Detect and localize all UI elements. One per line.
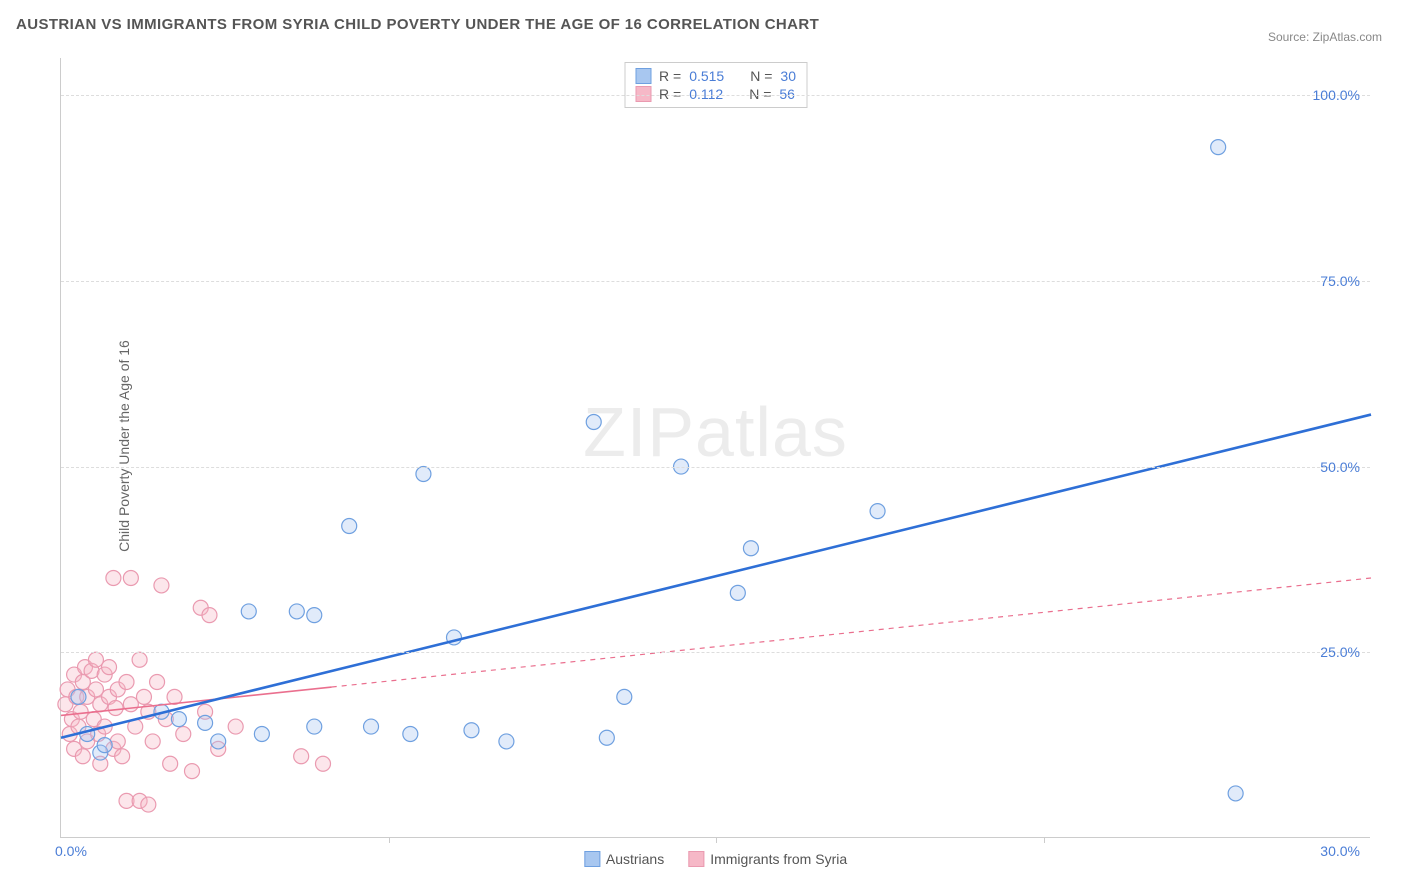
x-tick-mark <box>1044 837 1045 843</box>
data-point <box>150 675 165 690</box>
y-tick-label: 50.0% <box>1320 459 1360 475</box>
data-point <box>71 689 86 704</box>
data-point <box>289 604 304 619</box>
data-point <box>364 719 379 734</box>
data-point <box>119 675 134 690</box>
plot-svg <box>61 58 1370 837</box>
data-point <box>141 797 156 812</box>
legend-label-austrians: Austrians <box>606 851 664 867</box>
data-point <box>163 756 178 771</box>
legend-item-austrians: Austrians <box>584 851 664 867</box>
data-point <box>88 682 103 697</box>
legend-swatch-austrians <box>584 851 600 867</box>
data-point <box>307 608 322 623</box>
data-point <box>115 749 130 764</box>
data-point <box>342 519 357 534</box>
series-legend: Austrians Immigrants from Syria <box>584 851 847 867</box>
gridline <box>61 467 1370 468</box>
data-point <box>1228 786 1243 801</box>
source-label: Source: ZipAtlas.com <box>1268 30 1382 44</box>
data-point <box>228 719 243 734</box>
data-point <box>123 571 138 586</box>
data-point <box>499 734 514 749</box>
data-point <box>870 504 885 519</box>
data-point <box>198 715 213 730</box>
data-point <box>586 415 601 430</box>
data-point <box>316 756 331 771</box>
legend-item-syria: Immigrants from Syria <box>688 851 847 867</box>
data-point <box>743 541 758 556</box>
data-point <box>123 697 138 712</box>
plot-area: ZIPatlas R = 0.515 N = 30 R = 0.112 N = … <box>60 58 1370 838</box>
data-point <box>730 585 745 600</box>
legend-swatch-syria <box>688 851 704 867</box>
data-point <box>254 727 269 742</box>
data-point <box>416 467 431 482</box>
x-origin-label: 0.0% <box>55 843 87 859</box>
data-point <box>97 738 112 753</box>
data-point <box>136 689 151 704</box>
x-tick-mark <box>389 837 390 843</box>
data-point <box>132 652 147 667</box>
data-point <box>617 689 632 704</box>
legend-label-syria: Immigrants from Syria <box>710 851 847 867</box>
x-max-label: 30.0% <box>1320 843 1360 859</box>
data-point <box>154 578 169 593</box>
data-point <box>102 660 117 675</box>
data-point <box>241 604 256 619</box>
data-point <box>307 719 322 734</box>
data-point <box>211 734 226 749</box>
data-point <box>167 689 182 704</box>
data-point <box>202 608 217 623</box>
data-point <box>176 727 191 742</box>
data-point <box>599 730 614 745</box>
data-point <box>403 727 418 742</box>
data-point <box>171 712 186 727</box>
data-point <box>1211 140 1226 155</box>
data-point <box>73 704 88 719</box>
data-point <box>294 749 309 764</box>
trend-line <box>61 415 1371 738</box>
data-point <box>75 749 90 764</box>
y-tick-label: 100.0% <box>1313 87 1360 103</box>
data-point <box>464 723 479 738</box>
gridline <box>61 652 1370 653</box>
gridline <box>61 281 1370 282</box>
x-tick-mark <box>716 837 717 843</box>
data-point <box>108 701 123 716</box>
y-tick-label: 75.0% <box>1320 273 1360 289</box>
data-point <box>145 734 160 749</box>
chart-title: AUSTRIAN VS IMMIGRANTS FROM SYRIA CHILD … <box>10 10 1396 37</box>
chart-container: AUSTRIAN VS IMMIGRANTS FROM SYRIA CHILD … <box>10 10 1396 882</box>
data-point <box>106 571 121 586</box>
y-tick-label: 25.0% <box>1320 644 1360 660</box>
data-point <box>185 764 200 779</box>
gridline <box>61 95 1370 96</box>
data-point <box>88 652 103 667</box>
